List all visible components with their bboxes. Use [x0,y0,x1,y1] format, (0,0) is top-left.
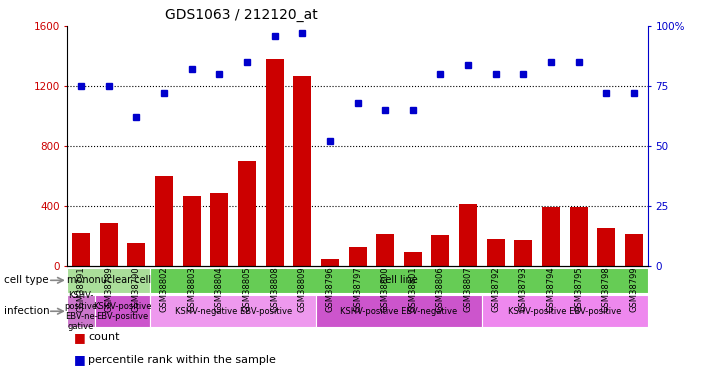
Bar [266,59,284,266]
Bar [316,295,482,327]
Bar [482,295,648,327]
Bar [127,243,145,266]
Bar [542,207,560,266]
Text: GSM38805: GSM38805 [242,266,251,312]
Text: GSM38795: GSM38795 [574,266,583,312]
Bar [431,235,450,266]
Text: cell type: cell type [4,275,48,285]
Bar [404,252,422,266]
Text: GSM38796: GSM38796 [326,266,334,312]
Text: GSM38790: GSM38790 [132,266,141,312]
Text: GSM38794: GSM38794 [547,266,556,312]
Bar [293,76,312,266]
Text: GSM38801: GSM38801 [409,266,417,312]
Text: KSHV-
positive
EBV-ne-
gative: KSHV- positive EBV-ne- gative [64,291,98,332]
Bar [100,223,118,266]
Bar [210,193,228,266]
Text: GSM38792: GSM38792 [491,266,501,312]
Bar [67,268,150,293]
Bar [570,207,588,266]
Text: GSM38799: GSM38799 [629,266,639,312]
Bar [155,176,173,266]
Text: GSM38809: GSM38809 [298,266,307,312]
Text: GSM38797: GSM38797 [353,266,362,312]
Text: KSHV-positive
EBV-positive: KSHV-positive EBV-positive [93,302,152,321]
Bar [459,204,477,266]
Text: GSM38804: GSM38804 [215,266,224,312]
Text: KSHV-positive EBV-positive: KSHV-positive EBV-positive [508,307,622,316]
Text: KSHV-negative EBV-positive: KSHV-negative EBV-positive [174,307,292,316]
Bar [67,295,95,327]
Text: count: count [88,333,120,342]
Text: GSM38806: GSM38806 [436,266,445,312]
Text: GSM38800: GSM38800 [381,266,389,312]
Bar [376,234,394,266]
Text: mononuclear cell: mononuclear cell [67,275,151,285]
Text: GSM38803: GSM38803 [187,266,196,312]
Text: percentile rank within the sample: percentile rank within the sample [88,355,276,365]
Text: GDS1063 / 212120_at: GDS1063 / 212120_at [165,9,318,22]
Bar [321,259,339,266]
Text: GSM38791: GSM38791 [76,266,86,312]
Bar [515,240,532,266]
Bar [150,295,316,327]
Text: cell line: cell line [380,275,418,285]
Bar [72,233,90,266]
Text: KSHV-positive EBV-negative: KSHV-positive EBV-negative [341,307,457,316]
Bar [183,196,200,266]
Bar [598,228,615,266]
Bar [150,268,648,293]
Text: GSM38802: GSM38802 [159,266,169,312]
Text: infection: infection [4,306,49,316]
Bar [95,295,150,327]
Bar [348,247,367,266]
Text: ■: ■ [74,354,86,366]
Text: GSM38807: GSM38807 [464,266,473,312]
Text: GSM38798: GSM38798 [602,266,611,312]
Text: GSM38793: GSM38793 [519,266,528,312]
Text: GSM38808: GSM38808 [270,266,279,312]
Bar [487,239,505,266]
Text: GSM38789: GSM38789 [104,266,113,312]
Bar [625,234,643,266]
Text: ■: ■ [74,331,86,344]
Bar [238,161,256,266]
